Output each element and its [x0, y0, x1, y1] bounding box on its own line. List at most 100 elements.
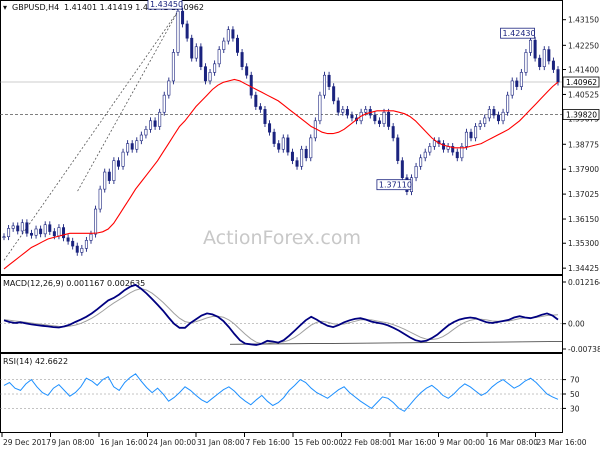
macd-main-line — [3, 283, 559, 346]
price-tag-box — [562, 76, 600, 88]
price-candle-body — [226, 29, 230, 42]
price-candle-body — [263, 109, 267, 124]
price-axis: 1.431501.422501.414001.405251.396751.387… — [562, 16, 599, 273]
price-candle-body — [290, 151, 294, 161]
price-candle-body — [483, 117, 487, 124]
price-candle-body — [144, 129, 148, 136]
price-candle-body — [419, 157, 423, 167]
time-tick-label: 9 Mar 00:00 — [440, 438, 486, 447]
price-candle-body — [158, 111, 162, 127]
time-tick-label: 24 Jan 00:00 — [149, 438, 197, 447]
price-tick-label: 1.40525 — [568, 90, 599, 99]
price-candle-body — [382, 111, 386, 124]
price-candle-body — [231, 29, 235, 39]
macd-tick-label: 0.00 — [568, 320, 585, 329]
price-tick-label: 1.35300 — [568, 239, 599, 248]
price-candle-body — [496, 114, 500, 122]
price-tick-label: 1.43150 — [568, 16, 599, 25]
price-candle-body — [373, 114, 377, 122]
price-candle-body — [258, 106, 262, 110]
macd-tick-label: -0.007384 — [568, 345, 600, 354]
price-candle-body — [519, 72, 523, 87]
trend-lines — [0, 10, 562, 261]
price-candle-body — [171, 52, 175, 82]
price-tick-label: 1.38775 — [568, 140, 599, 149]
price-candle-body — [501, 111, 505, 122]
price-candle-body — [300, 148, 304, 167]
falling-trend-line — [76, 10, 179, 192]
price-candle-body — [11, 225, 15, 229]
price-candle-body — [176, 10, 180, 53]
price-candle-body — [181, 10, 185, 25]
price-candle-body — [309, 137, 313, 159]
price-candle-body — [327, 74, 331, 87]
price-tag-label: 1.39820 — [566, 111, 597, 120]
price-candle-body — [304, 148, 308, 159]
price-candle-body — [52, 231, 56, 237]
price-candle-body — [487, 109, 491, 119]
price-candle-body — [478, 123, 482, 127]
price-candle-body — [377, 120, 381, 124]
price-callout-label: 1.43450 — [150, 0, 183, 9]
price-candle-body — [153, 120, 157, 127]
price-candle-body — [295, 160, 299, 167]
price-candle-body — [506, 94, 510, 113]
price-candle-body — [396, 137, 400, 161]
price-candle-body — [341, 109, 345, 113]
price-callout-label: 1.42430 — [503, 29, 536, 38]
price-candle-body — [199, 46, 203, 67]
macd-tick-label: 0.012164 — [568, 278, 600, 287]
price-candle-body — [400, 160, 404, 179]
price-candle-body — [547, 49, 551, 62]
rsi-series — [3, 373, 559, 412]
time-tick-label: 7 Feb 16:00 — [246, 438, 291, 447]
price-tick-label: 1.37025 — [568, 190, 599, 199]
price-candle-body — [89, 233, 93, 241]
price-candle-body — [391, 126, 395, 139]
price-candle-body — [542, 49, 546, 67]
price-candle-body — [322, 74, 326, 96]
macd-axis: 0.012164 0.00 -0.007384 — [0, 278, 600, 354]
rsi-tick-label: 50 — [570, 390, 580, 399]
price-candle-body — [286, 137, 290, 153]
macd-trend-line — [229, 341, 563, 345]
price-candle-body — [66, 237, 70, 242]
price-candle-body — [139, 134, 143, 142]
price-candle-body — [135, 140, 139, 150]
price-candle-body — [364, 109, 368, 113]
price-series — [2, 7, 560, 256]
price-candle-body — [98, 188, 102, 210]
price-candle-body — [515, 80, 519, 87]
rsi-title: RSI(14) 42.6622 — [3, 357, 68, 366]
time-tick-label: 29 Dec 2017 — [3, 438, 51, 447]
price-candle-body — [387, 111, 391, 127]
price-candle-body — [240, 52, 244, 67]
price-candle-body — [428, 146, 432, 153]
price-candle-body — [551, 60, 555, 70]
price-candle-body — [80, 248, 84, 253]
price-candle-body — [474, 126, 478, 139]
price-candle-body — [16, 225, 20, 232]
price-candle-body — [469, 131, 473, 139]
price-candle-body — [84, 240, 88, 249]
time-tick-label: 16 Mar 08:00 — [488, 438, 538, 447]
rsi-axis: 70 50 30 — [0, 376, 580, 413]
macd-panel-frame — [0, 275, 563, 353]
price-tick-label: 1.36150 — [568, 215, 599, 224]
price-candle-body — [510, 80, 514, 96]
price-tick-label: 1.37900 — [568, 165, 599, 174]
chart-header-symbol: GBPUSD,H4 — [12, 3, 59, 12]
time-tick-label: 16 Jan 16:00 — [100, 438, 148, 447]
price-candle-body — [162, 94, 166, 113]
price-candle-body — [149, 120, 153, 130]
macd-title: MACD(12,26,9) 0.001167 0.002635 — [3, 279, 145, 288]
time-tick-label: 15 Feb 00:00 — [294, 438, 343, 447]
price-candle-body — [451, 146, 455, 153]
price-tick-label: 1.41400 — [568, 66, 599, 75]
rsi-line — [3, 373, 559, 412]
price-tick-label: 1.34425 — [568, 264, 599, 273]
price-candle-body — [29, 232, 33, 236]
time-tick-label: 9 Jan 08:00 — [52, 438, 95, 447]
price-candle-body — [203, 66, 207, 82]
